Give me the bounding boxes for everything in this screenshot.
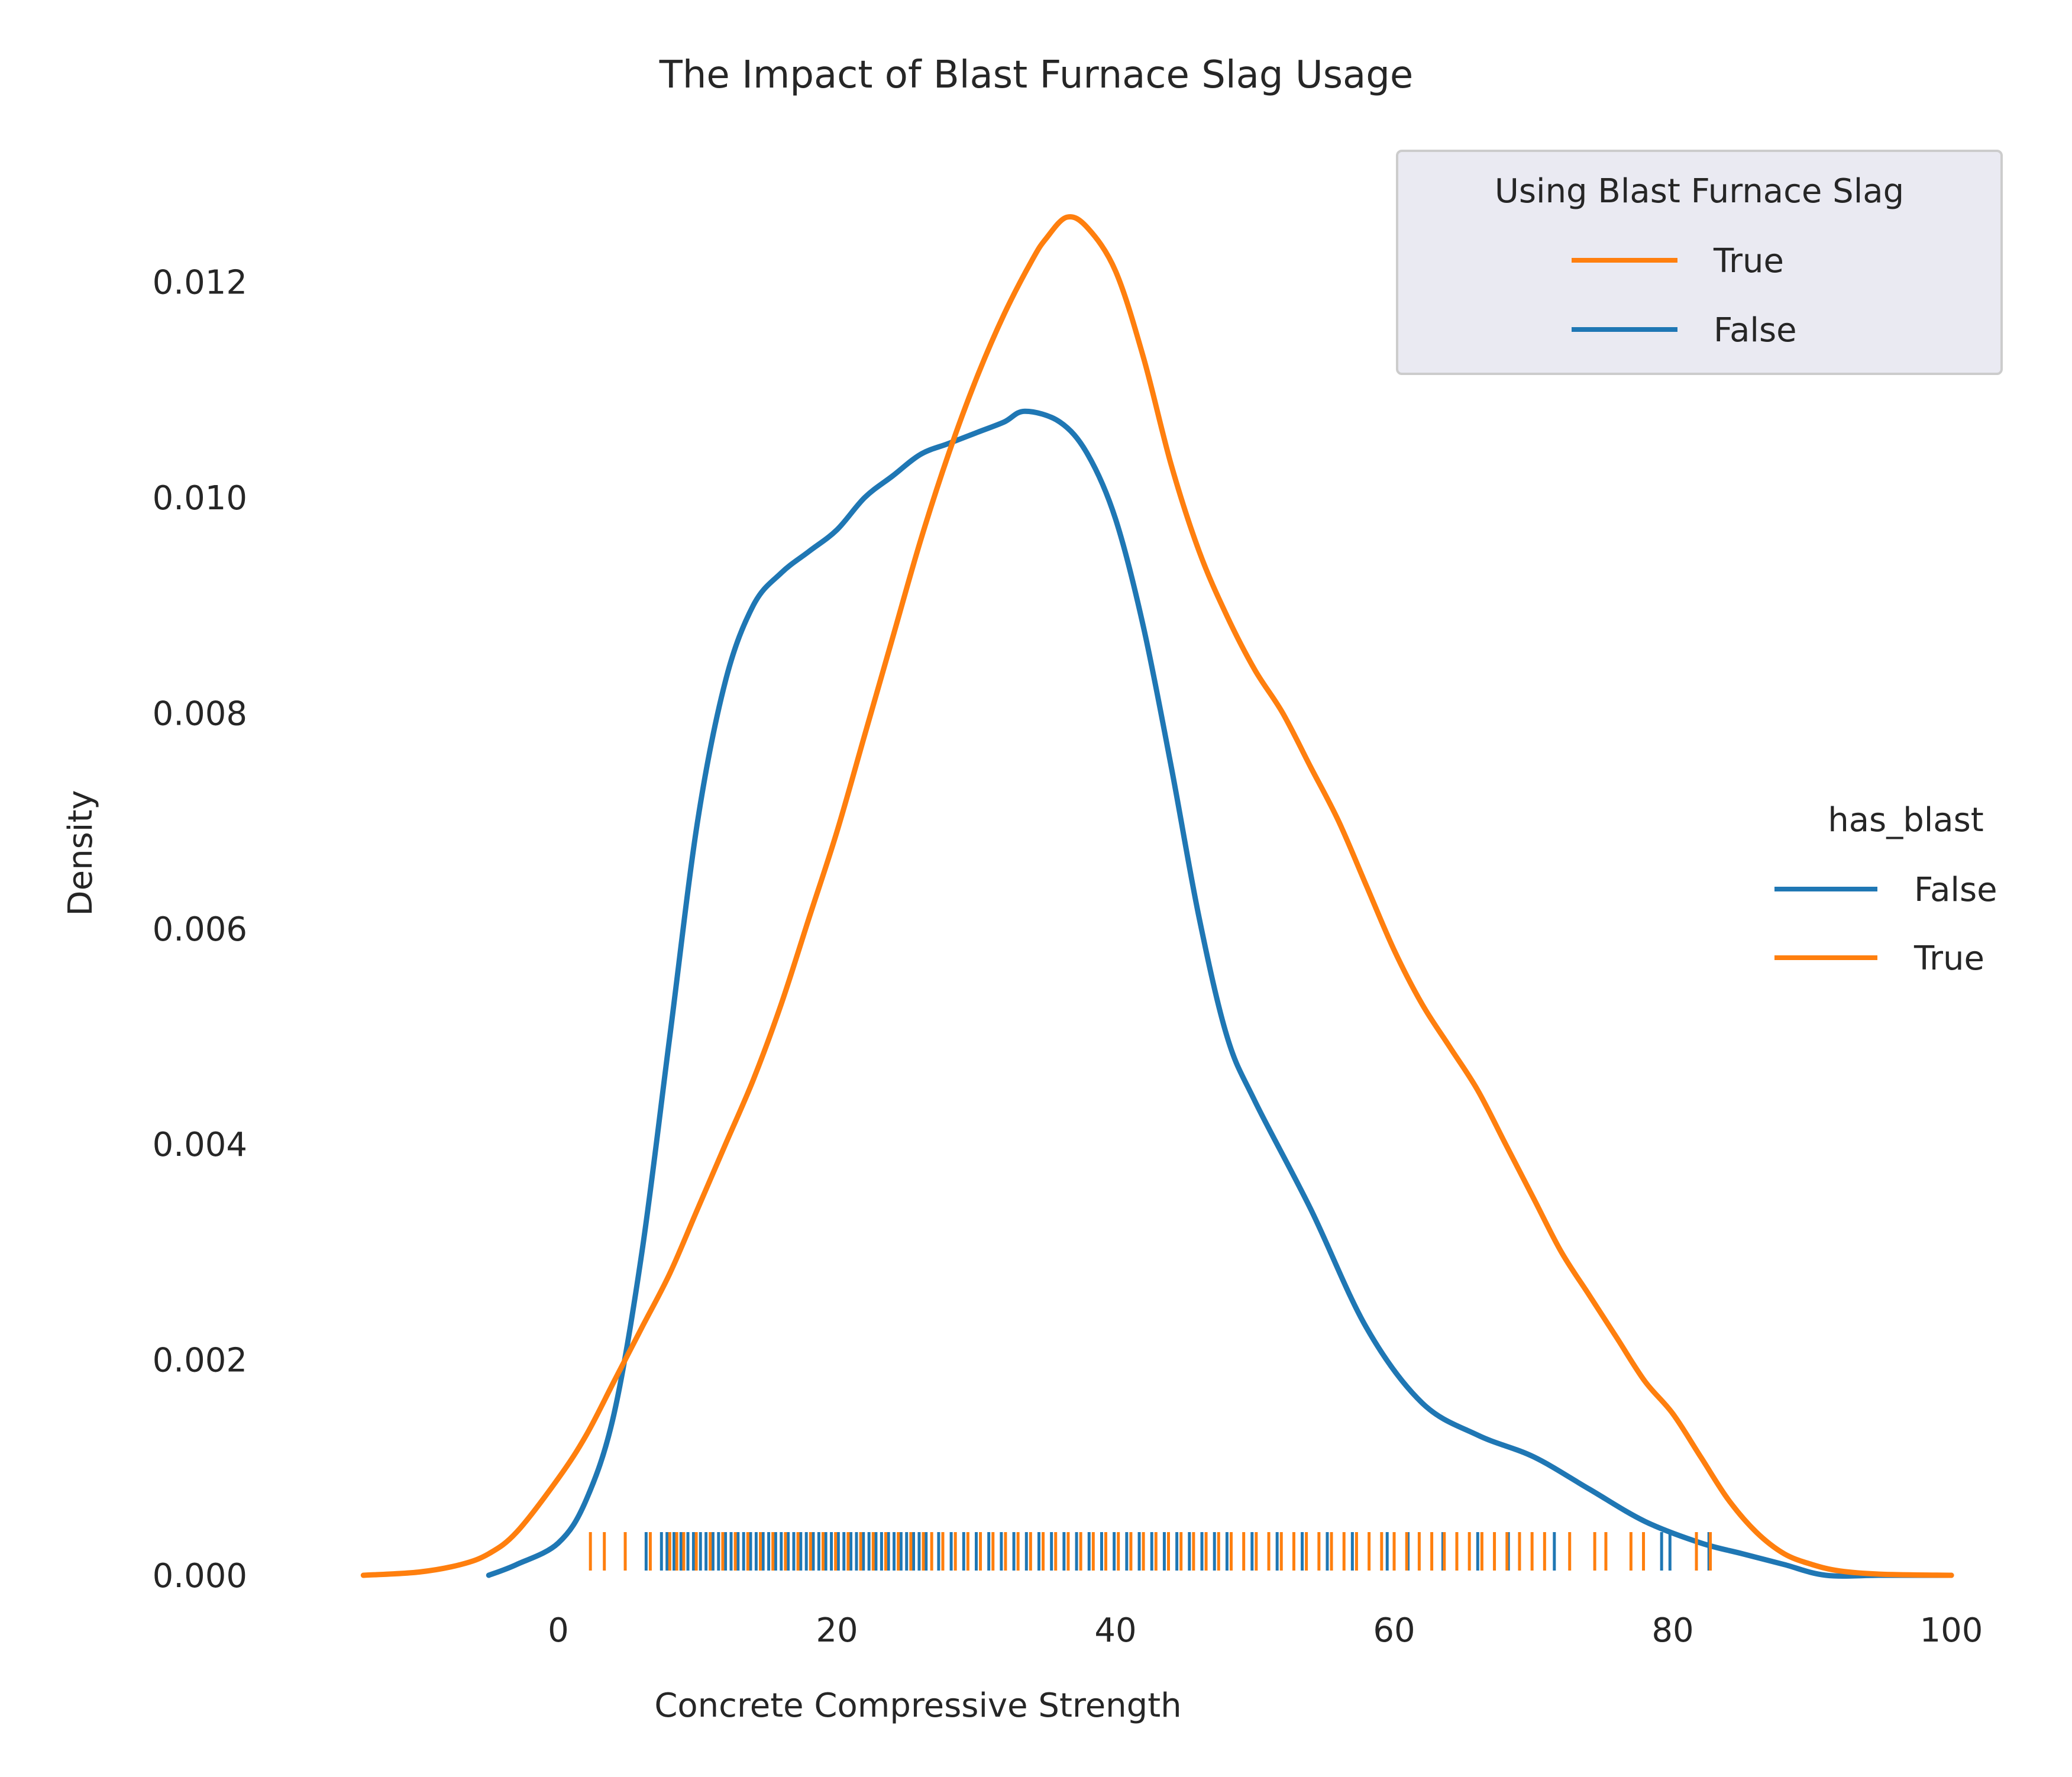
legend-side-label-true: True — [1913, 939, 1984, 978]
x-tick-label: 20 — [816, 1611, 858, 1650]
x-tick-label: 60 — [1373, 1611, 1415, 1650]
legend-top-title: Using Blast Furnace Slag — [1495, 172, 1904, 211]
legend-top: Using Blast Furnace Slag True False — [1396, 150, 2003, 375]
density-curves — [360, 214, 1954, 1579]
y-tick-label: 0.006 — [153, 910, 247, 949]
legend-top-label-true: True — [1713, 242, 1784, 280]
y-tick-labels: 0.000 0.002 0.004 0.006 0.008 0.010 0.012 — [153, 264, 247, 1595]
rug-marks — [589, 1532, 1712, 1571]
legend-side: has_blast False True — [1774, 801, 1997, 978]
y-tick-label: 0.008 — [153, 694, 247, 733]
x-tick-label: 0 — [548, 1611, 569, 1650]
x-tick-labels: 0 20 40 60 80 100 — [548, 1611, 1983, 1650]
chart-title: The Impact of Blast Furnace Slag Usage — [659, 53, 1414, 97]
legend-top-label-false: False — [1714, 311, 1797, 350]
y-tick-label: 0.004 — [153, 1126, 247, 1164]
y-axis-label: Density — [62, 790, 100, 916]
x-axis-label: Concrete Compressive Strength — [654, 1686, 1181, 1725]
legend-top-frame — [1396, 150, 2003, 375]
x-tick-label: 80 — [1651, 1611, 1693, 1650]
y-tick-label: 0.012 — [153, 264, 247, 302]
y-tick-label: 0.010 — [153, 479, 247, 518]
density-curve-false — [486, 408, 1954, 1579]
legend-side-title: has_blast — [1828, 801, 1984, 839]
density-curve-true — [360, 214, 1954, 1578]
y-tick-label: 0.002 — [153, 1342, 247, 1380]
y-tick-label: 0.000 — [153, 1557, 247, 1595]
x-tick-label: 100 — [1920, 1611, 1983, 1650]
x-tick-label: 40 — [1094, 1611, 1136, 1650]
legend-side-label-false: False — [1914, 871, 1997, 909]
